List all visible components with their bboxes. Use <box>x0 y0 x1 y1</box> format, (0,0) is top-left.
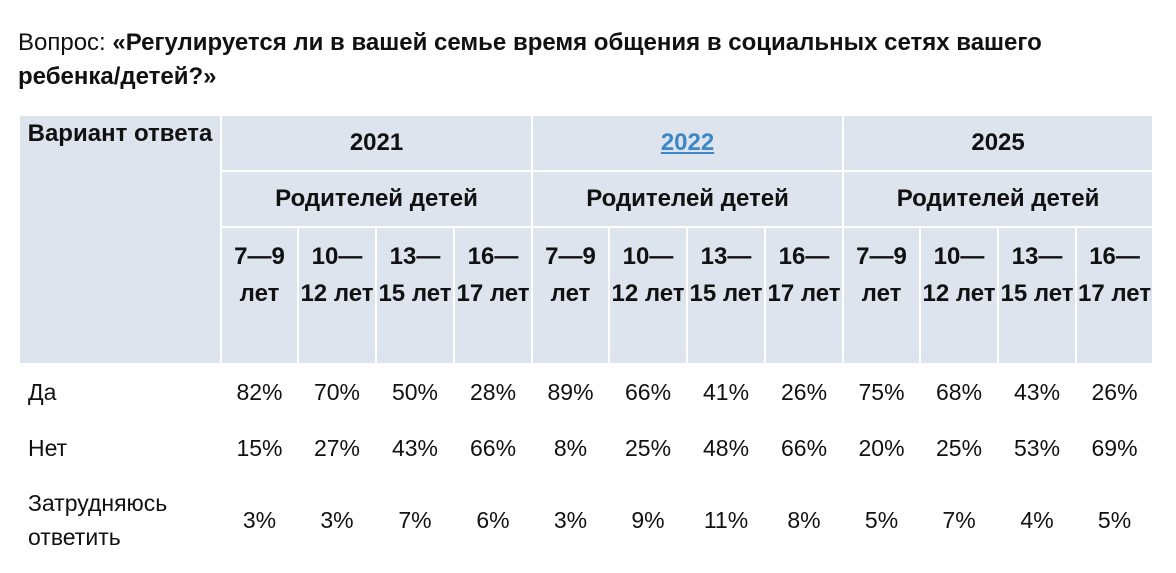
table-cell: 69% <box>1075 419 1155 477</box>
table-cell: 26% <box>764 363 845 421</box>
table-cell: 66% <box>452 419 534 477</box>
age-header: 16—17 лет <box>764 226 845 365</box>
table-cell: 15% <box>220 419 299 477</box>
year-header-2022: 2022 <box>531 114 845 172</box>
age-header-row: 7—9 лет 10—12 лет 13—15 лет 16—17 лет 7—… <box>19 226 1155 365</box>
table-cell: 8% <box>531 419 611 477</box>
age-header: 10—12 лет <box>919 226 1000 365</box>
table-cell: 6% <box>452 475 534 565</box>
answer-label: Нет <box>18 419 222 477</box>
group-header: Родителей детей <box>531 170 845 228</box>
table-cell: 7% <box>919 475 1000 565</box>
table-cell: 68% <box>919 363 1000 421</box>
table-cell: 3% <box>220 475 299 565</box>
table-cell: 75% <box>842 363 922 421</box>
answer-column-header: Вариант ответа <box>18 114 222 365</box>
table-cell: 8% <box>764 475 845 565</box>
age-header: 7—9 лет <box>531 226 611 365</box>
year-header-2025: 2025 <box>842 114 1155 172</box>
table-row: Да 82% 70% 50% 28% 89% 66% 41% 26% 75% 6… <box>18 363 1155 421</box>
year-header-row: Вариант ответа 2021 2022 2025 <box>18 114 1155 365</box>
table-cell: 43% <box>997 363 1078 421</box>
table-cell: 20% <box>842 419 922 477</box>
group-header: Родителей детей <box>842 170 1155 228</box>
table-cell: 70% <box>297 363 377 421</box>
table-cell: 7% <box>375 475 455 565</box>
table-cell: 43% <box>375 419 455 477</box>
table-row: Затрудняюсь ответить 3% 3% 7% 6% 3% 9% 1… <box>18 475 1155 565</box>
table-cell: 28% <box>452 363 534 421</box>
age-header: 10—12 лет <box>297 226 377 365</box>
year-header-2021: 2021 <box>219 114 534 172</box>
age-header: 13—15 лет <box>375 226 455 365</box>
age-header: 13—15 лет <box>686 226 767 365</box>
group-header-row: Родителей детей Родителей детей Родителе… <box>19 170 1155 228</box>
group-header: Родителей детей <box>219 170 534 228</box>
table-cell: 11% <box>686 475 767 565</box>
table-cell: 53% <box>997 419 1078 477</box>
table-cell: 5% <box>842 475 922 565</box>
survey-table: Вариант ответа 2021 2022 2025 Родителей … <box>18 114 1155 565</box>
table-cell: 48% <box>686 419 767 477</box>
question: Вопрос: «Регулируется ли в вашей семье в… <box>18 26 1138 94</box>
table-cell: 9% <box>608 475 689 565</box>
table-cell: 3% <box>297 475 377 565</box>
table-cell: 25% <box>608 419 689 477</box>
table-cell: 50% <box>375 363 455 421</box>
table-row: Нет 15% 27% 43% 66% 8% 25% 48% 66% 20% 2… <box>18 419 1155 477</box>
table-cell: 89% <box>531 363 611 421</box>
table-cell: 82% <box>220 363 299 421</box>
table-cell: 3% <box>531 475 611 565</box>
table-cell: 4% <box>997 475 1078 565</box>
table-cell: 27% <box>297 419 377 477</box>
age-header: 10—12 лет <box>608 226 689 365</box>
age-header: 16—17 лет <box>452 226 534 365</box>
year-link-2022[interactable]: 2022 <box>660 129 715 156</box>
age-header: 7—9 лет <box>220 226 299 365</box>
age-header: 16—17 лет <box>1075 226 1155 365</box>
table-cell: 41% <box>686 363 767 421</box>
answer-label: Затрудняюсь ответить <box>18 475 222 565</box>
table-cell: 66% <box>608 363 689 421</box>
question-prefix: Вопрос: <box>18 29 113 56</box>
table-cell: 25% <box>919 419 1000 477</box>
table-cell: 5% <box>1075 475 1155 565</box>
age-header: 7—9 лет <box>842 226 922 365</box>
question-text: «Регулируется ли в вашей семье время общ… <box>18 29 1042 90</box>
table-cell: 26% <box>1075 363 1155 421</box>
table-cell: 66% <box>764 419 845 477</box>
answer-label: Да <box>18 363 222 421</box>
age-header: 13—15 лет <box>997 226 1078 365</box>
